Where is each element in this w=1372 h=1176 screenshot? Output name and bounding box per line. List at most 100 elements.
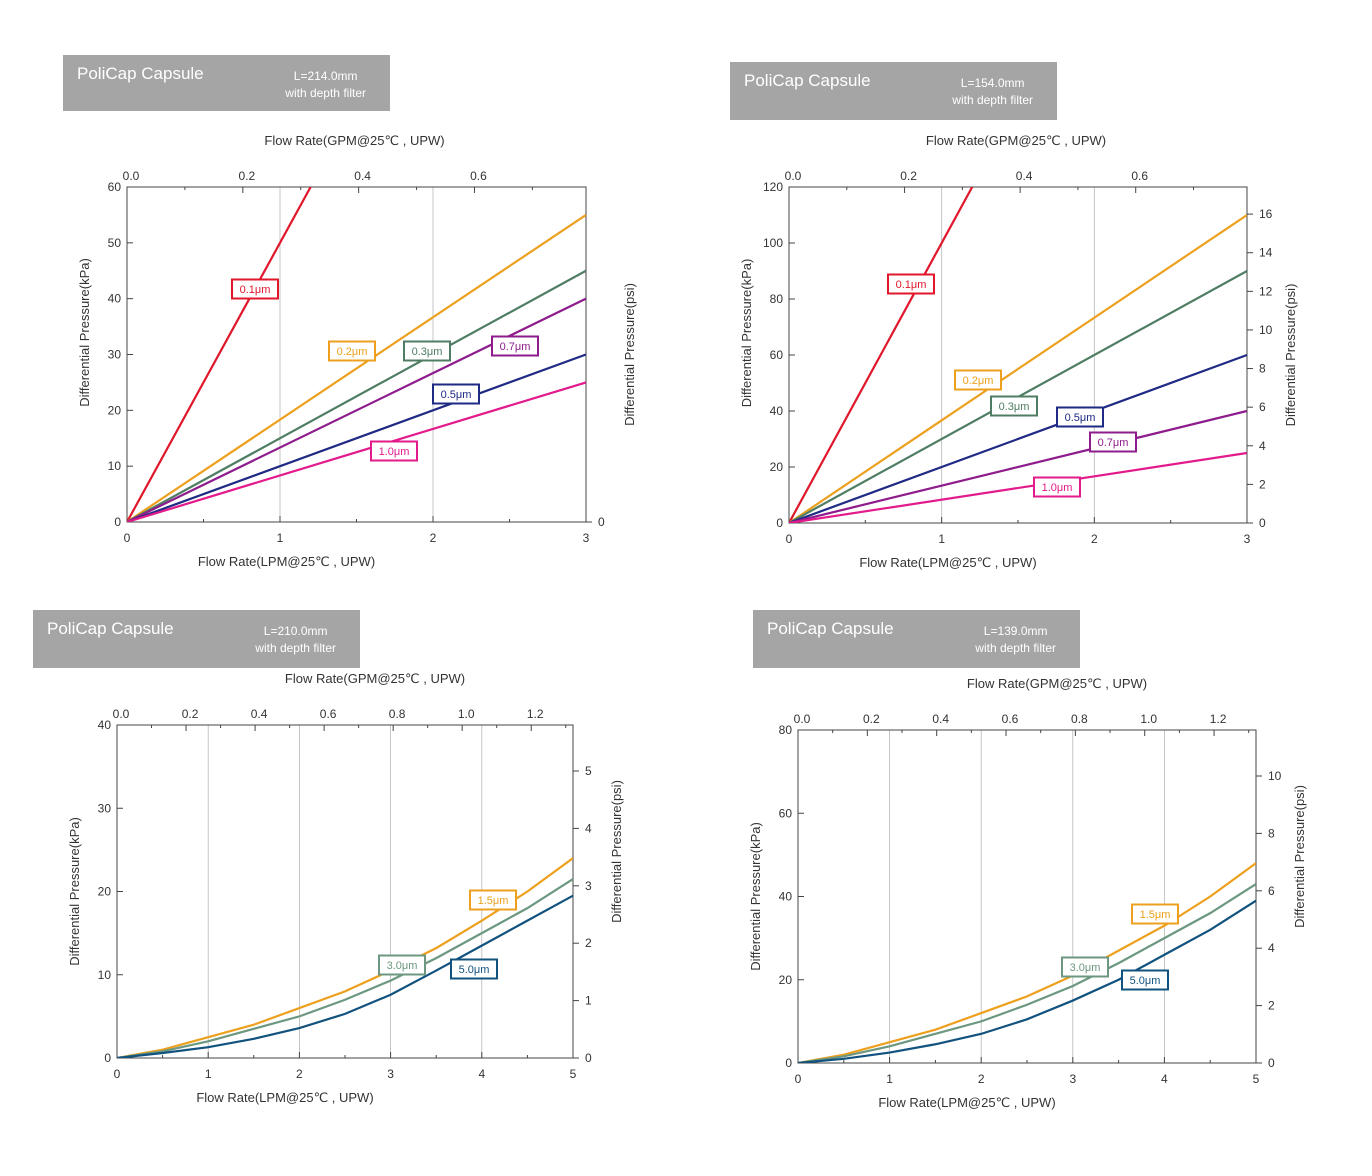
series-line	[789, 187, 974, 523]
y2-tick-label: 0	[1268, 1056, 1275, 1070]
series-label-box	[328, 340, 376, 362]
y-tick-label: 30	[108, 348, 122, 362]
product-length: L=210.0mm	[263, 624, 328, 638]
y-tick-label: 60	[779, 806, 793, 820]
x-tick-label: 0	[114, 1067, 121, 1081]
y-tick-label: 40	[779, 890, 793, 904]
series-line	[789, 353, 1247, 523]
product-length: L=154.0mm	[960, 76, 1025, 90]
y2-tick-label: 4	[1268, 941, 1275, 955]
series-label-box	[1121, 969, 1169, 991]
series-label: 0.3μm	[999, 401, 1030, 413]
product-filter: with depth filter	[952, 93, 1033, 107]
product-length: L=139.0mm	[983, 624, 1048, 638]
series-label-box	[403, 340, 451, 362]
chart-header: PoliCap Capsule L=214.0mm with depth fil…	[63, 55, 390, 111]
series-label-box	[954, 369, 1002, 391]
y-tick-label: 40	[770, 404, 784, 418]
y2-tick-label: 16	[1259, 207, 1273, 221]
x2-tick-label: 1.0	[1140, 712, 1157, 726]
y2-tick-label: 8	[1268, 826, 1275, 840]
x-tick-label: 4	[1161, 1072, 1168, 1086]
x2-axis-title: Flow Rate(GPM@25℃ , UPW)	[264, 133, 444, 148]
y-tick-label: 20	[770, 460, 784, 474]
y-tick-label: 20	[779, 973, 793, 987]
y2-tick-label: 4	[1259, 439, 1266, 453]
series-label-box	[491, 335, 539, 357]
x-tick-label: 4	[478, 1067, 485, 1081]
series-label: 0.1μm	[896, 279, 927, 291]
y-tick-label: 20	[98, 885, 112, 899]
series-line	[117, 857, 573, 1058]
series-label-box	[1061, 956, 1109, 978]
series-label: 0.7μm	[500, 341, 531, 353]
y2-tick-label: 3	[585, 879, 592, 893]
y2-tick-label: 6	[1259, 400, 1266, 414]
product-name: PoliCap Capsule	[47, 619, 174, 638]
series-label: 0.7μm	[1098, 437, 1129, 449]
y-tick-label: 80	[770, 292, 784, 306]
x2-tick-label: 0.0	[113, 707, 130, 721]
y2-tick-label: 2	[585, 936, 592, 950]
series-label: 5.0μm	[1130, 975, 1161, 987]
x2-axis-title: Flow Rate(GPM@25℃ , UPW)	[926, 133, 1106, 148]
x2-tick-label: 0.2	[900, 169, 917, 183]
series-line	[789, 214, 1247, 523]
product-spec: L=154.0mm with depth filter	[952, 75, 1033, 109]
x2-tick-label: 0.0	[785, 169, 802, 183]
x-tick-label: 1	[205, 1067, 212, 1081]
x2-tick-label: 0.0	[794, 712, 811, 726]
x2-tick-label: 0.2	[238, 169, 255, 183]
x2-axis-title: Flow Rate(GPM@25℃ , UPW)	[967, 676, 1147, 691]
series-line	[117, 894, 573, 1058]
series-line	[127, 214, 586, 522]
series-label: 0.2μm	[963, 375, 994, 387]
series-label-box	[1131, 903, 1179, 925]
series-line	[798, 883, 1256, 1063]
y2-tick-label: 2	[1268, 999, 1275, 1013]
y-tick-label: 0	[785, 1056, 792, 1070]
series-label-box	[1056, 406, 1104, 428]
series-line	[798, 862, 1256, 1063]
x-tick-label: 2	[978, 1072, 985, 1086]
series-label: 1.5μm	[478, 895, 509, 907]
y2-tick-label: 0	[585, 1051, 592, 1065]
y2-axis-title: Differential Pressure(psi)	[1292, 785, 1307, 928]
y-tick-label: 100	[763, 236, 783, 250]
y2-tick-label: 6	[1268, 884, 1275, 898]
y-tick-label: 20	[108, 403, 122, 417]
y-axis-title: Differential Pressure(kPa)	[67, 817, 82, 966]
x-axis-title: Flow Rate(LPM@25℃ , UPW)	[196, 1090, 373, 1105]
series-label-box	[378, 954, 426, 976]
series-label-box	[469, 889, 517, 911]
y2-tick-label: 1	[585, 994, 592, 1008]
x-axis-title: Flow Rate(LPM@25℃ , UPW)	[878, 1095, 1055, 1110]
x2-tick-label: 0.6	[1131, 169, 1148, 183]
y-tick-label: 0	[104, 1051, 111, 1065]
x-tick-label: 5	[1253, 1072, 1260, 1086]
series-label: 0.1μm	[240, 284, 271, 296]
product-spec: L=139.0mm with depth filter	[975, 623, 1056, 657]
x2-tick-label: 0.4	[354, 169, 371, 183]
product-spec: L=210.0mm with depth filter	[255, 623, 336, 657]
x-tick-label: 5	[570, 1067, 577, 1081]
series-line	[127, 269, 586, 522]
series-label-box	[887, 273, 935, 295]
series-line	[127, 353, 586, 522]
x2-tick-label: 0.4	[1016, 169, 1033, 183]
series-label: 5.0μm	[459, 964, 490, 976]
y-tick-label: 30	[98, 801, 112, 815]
chart-header: PoliCap Capsule L=210.0mm with depth fil…	[33, 610, 360, 668]
product-spec: L=214.0mm with depth filter	[285, 68, 366, 102]
y2-tick-label: 10	[1259, 323, 1273, 337]
series-label: 0.5μm	[1065, 412, 1096, 424]
x2-tick-label: 1.0	[458, 707, 475, 721]
x-tick-label: 0	[124, 531, 131, 545]
series-label-box	[231, 278, 279, 300]
x-tick-label: 2	[430, 531, 437, 545]
x-tick-label: 0	[795, 1072, 802, 1086]
series-label: 0.2μm	[337, 346, 368, 358]
y-tick-label: 60	[108, 180, 122, 194]
